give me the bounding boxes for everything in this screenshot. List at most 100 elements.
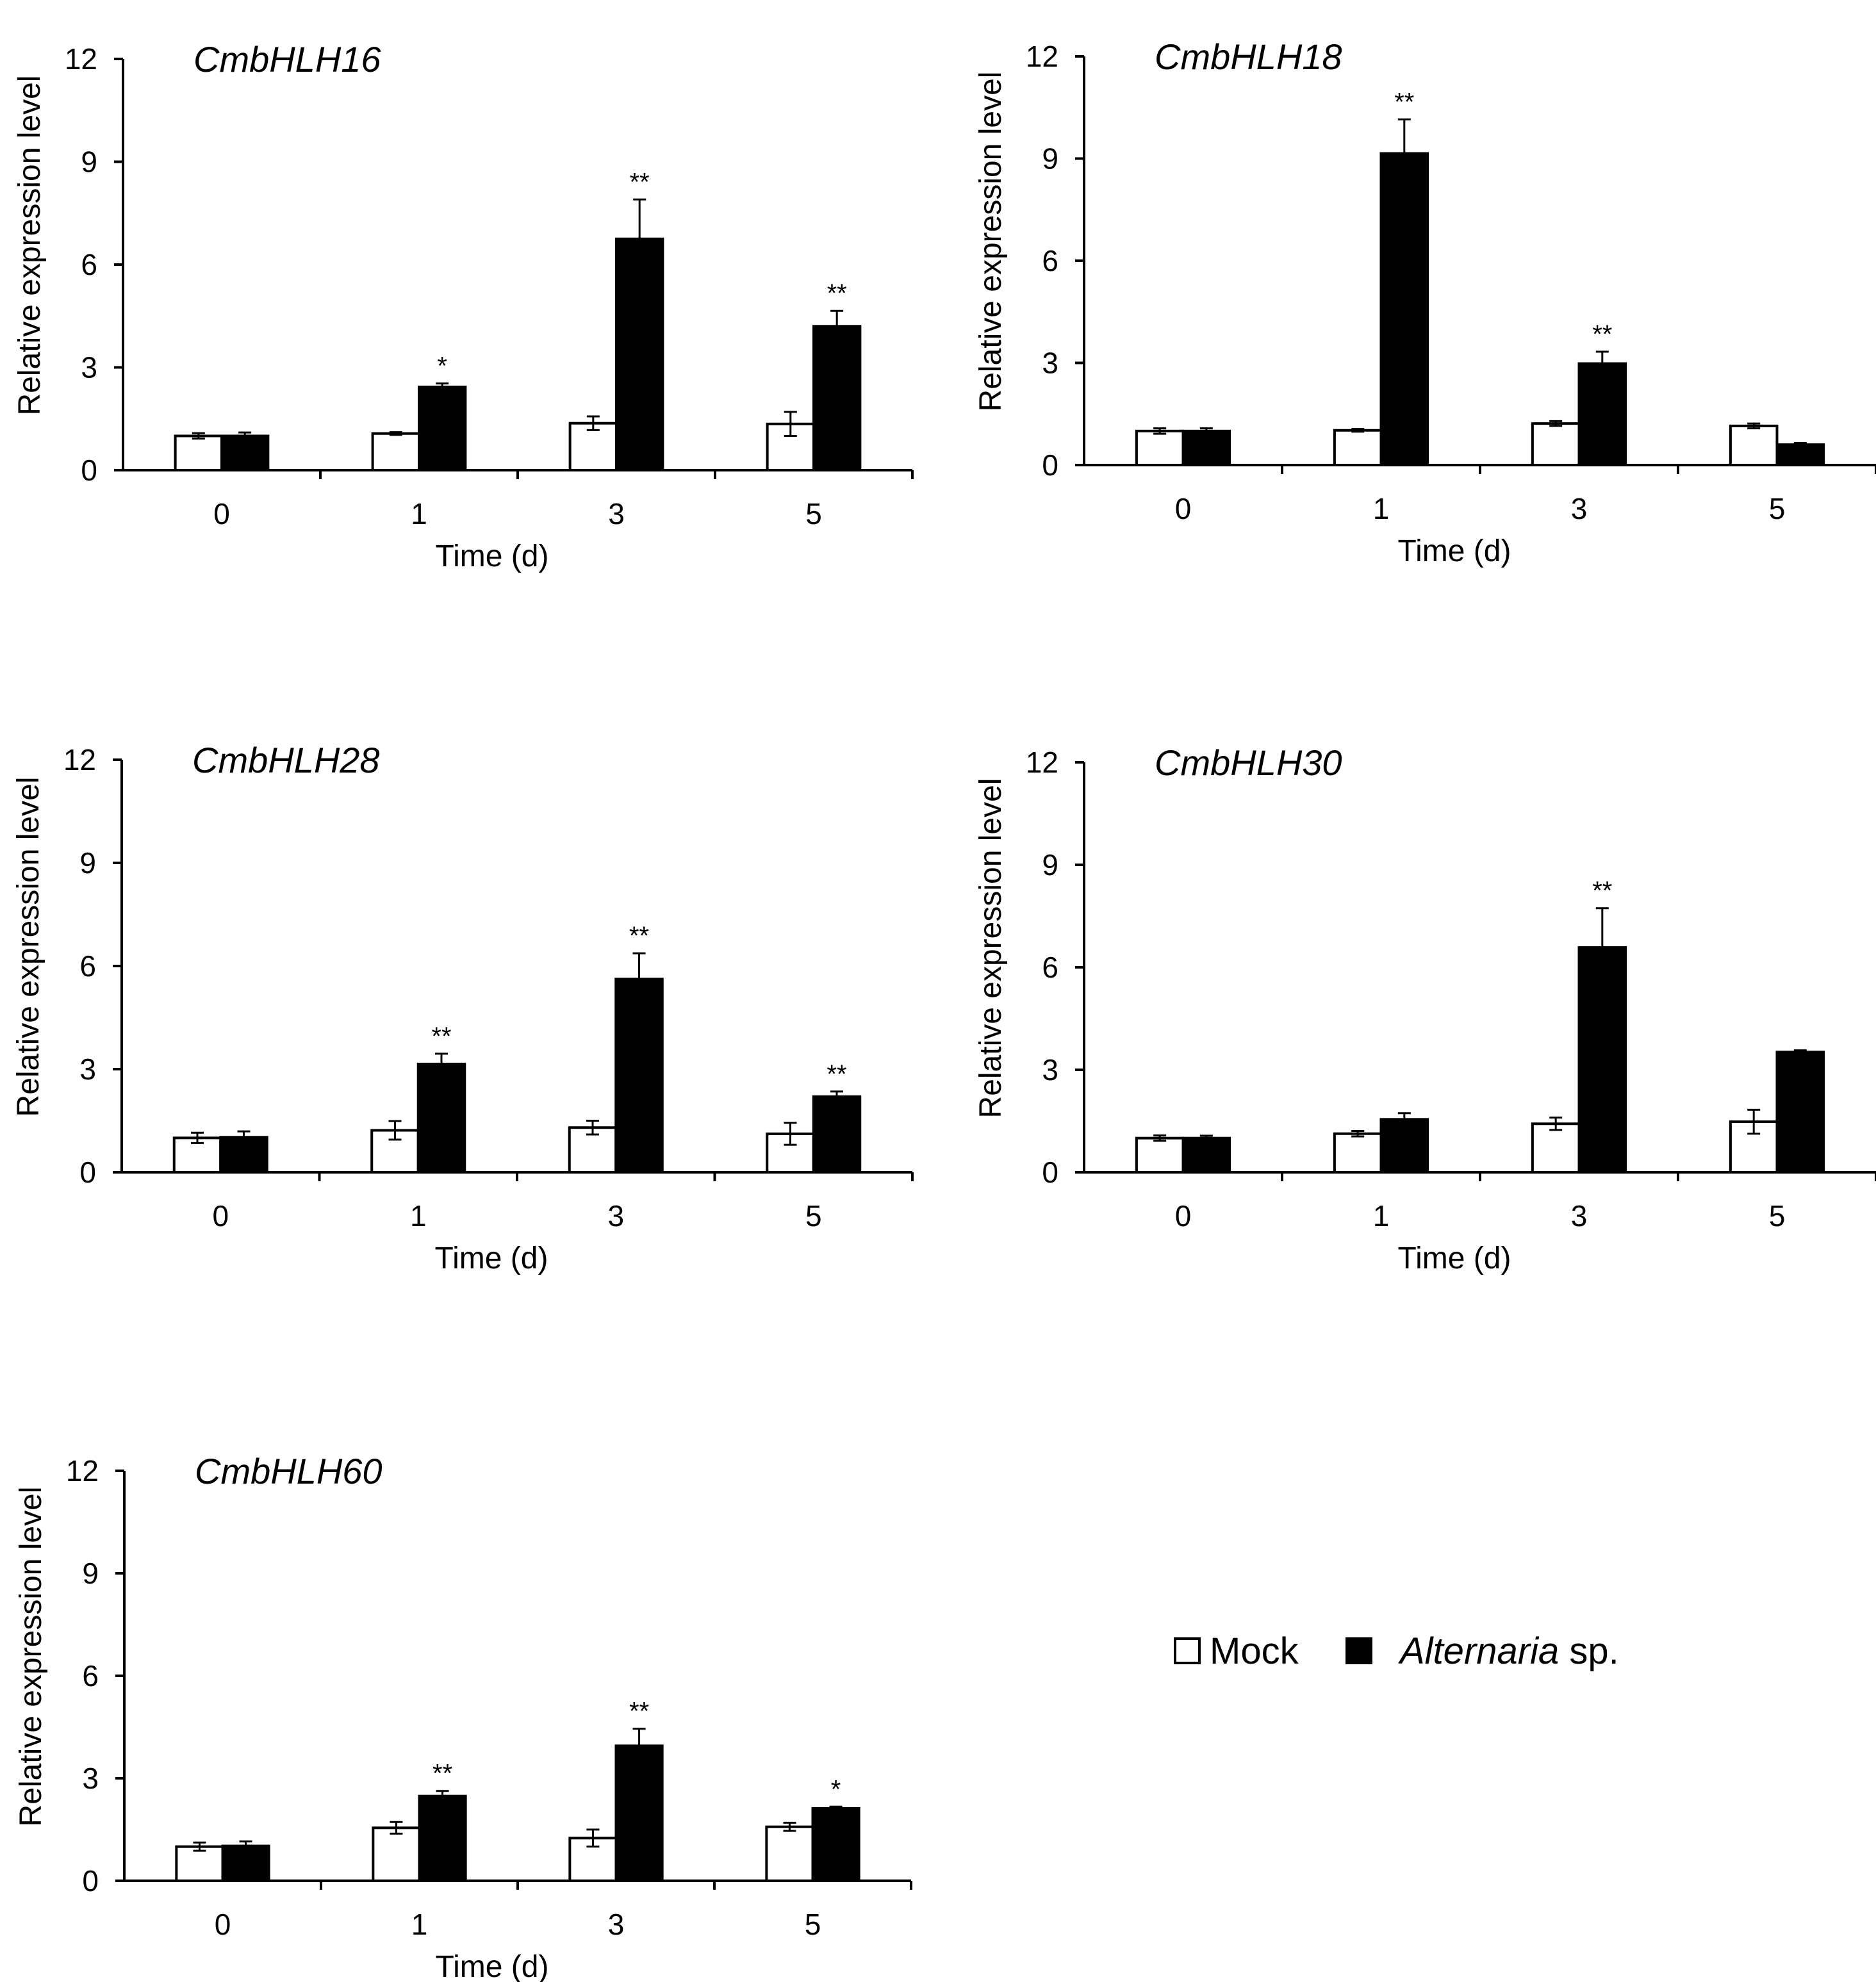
x-axis-title: Time (d) [436,1950,549,1982]
bar-mock [175,1845,224,1883]
y-axis-title: Relative expression level [974,778,1008,1118]
bar-alternaria [811,1806,860,1883]
bar-alternaria [614,978,664,1174]
bar-alternaria [1577,362,1627,467]
y-tick-label: 6 [1042,951,1058,984]
significance-label: ** [827,279,847,307]
x-tick-label: 5 [1769,492,1786,525]
y-tick-label: 0 [81,454,97,487]
y-tick-label: 9 [1042,142,1058,176]
y-tick-label: 9 [1042,848,1058,881]
bar-alternaria [1181,429,1231,466]
chart-title: CmbHLH60 [195,1451,383,1491]
y-tick-label: 9 [82,1557,99,1590]
chart-panels: 0 3 6 9 12 0 * 1 ** 3 ** 5 CmbHLH16 Time (d) Relative … [12,37,1876,1982]
y-tick-label: 6 [1042,244,1058,277]
legend-alternaria-genus: Alternaria [1398,1630,1559,1672]
x-tick-label: 3 [608,497,625,530]
bar-alternaria [1775,1051,1825,1174]
y-axis-title: Relative expression level [974,72,1008,412]
bar-mock [1135,429,1185,466]
bar-alternaria [1577,946,1627,1174]
bar-alternaria [221,1844,270,1883]
y-tick-label: 6 [82,1659,99,1692]
chart-title: CmbHLH18 [1155,37,1342,77]
x-tick-label: 3 [608,1908,625,1941]
legend-mock-swatch [1174,1637,1201,1664]
bar-alternaria [812,1095,862,1174]
y-axis-title: Relative expression level [13,76,47,416]
x-tick-label: 0 [1175,1199,1192,1233]
y-tick-label: 9 [79,846,96,880]
x-tick-label: 5 [805,1199,822,1233]
x-tick-label: 3 [1571,492,1588,525]
y-tick-label: 3 [1042,347,1058,380]
x-tick-label: 0 [215,1908,231,1941]
bar-mock [1531,422,1581,466]
y-tick-label: 12 [63,743,96,776]
legend-alternaria-suffix: sp. [1559,1630,1619,1672]
x-tick-label: 3 [1571,1199,1588,1233]
significance-label: ** [629,922,649,950]
bar-mock [1333,429,1383,467]
bar-alternaria [418,1794,467,1883]
bar-mock [1729,424,1779,467]
chart-cmbhlh18: 0 3 6 9 12 0 ** 1 ** 3 5 CmbHLH18 Time (d) Relative e… [974,37,1876,568]
y-tick-label: 12 [1026,40,1058,73]
bar-alternaria [418,385,467,471]
x-tick-label: 1 [1373,1199,1390,1233]
x-tick-label: 0 [213,497,230,530]
chart-title: CmbHLH30 [1155,742,1342,783]
legend-alternaria-swatch [1345,1637,1372,1664]
bar-mock [372,1826,421,1882]
significance-label: ** [1592,320,1612,348]
y-tick-label: 12 [65,42,97,76]
y-tick-label: 0 [1042,1156,1058,1189]
y-tick-label: 3 [82,1762,99,1795]
bar-mock [371,432,420,472]
bar-alternaria [219,1136,268,1174]
x-tick-label: 0 [212,1199,229,1233]
bar-alternaria [615,237,664,471]
y-tick-label: 3 [81,351,97,384]
significance-label: ** [1394,88,1414,116]
bar-alternaria [1379,152,1429,466]
chart-cmbhlh60: 0 3 6 9 12 0 ** 1 ** 3 * 5 CmbHLH60 Time (d) Relative … [14,1451,912,1982]
x-tick-label: 5 [1769,1199,1786,1233]
chart-cmbhlh30: 0 3 6 9 12 0 1 ** 3 5 CmbHLH30 Time (d) Relative exp… [974,742,1876,1275]
x-tick-label: 1 [411,1908,428,1941]
x-tick-label: 1 [410,1199,427,1233]
y-tick-label: 0 [1042,448,1058,482]
y-tick-label: 3 [1042,1053,1058,1086]
legend: Mock Alternaria sp. [1174,1630,1619,1672]
bar-mock [1135,1136,1185,1174]
significance-label: ** [432,1760,452,1788]
y-tick-label: 6 [79,949,96,983]
y-tick-label: 3 [79,1052,96,1086]
bar-alternaria [1379,1118,1429,1174]
x-axis-title: Time (d) [436,539,549,573]
significance-label: * [437,352,447,381]
bar-alternaria [416,1062,466,1174]
bar-mock [174,434,223,471]
significance-label: ** [431,1022,451,1051]
y-tick-label: 9 [81,145,97,179]
legend-alternaria-label: Alternaria sp. [1398,1630,1619,1672]
x-tick-label: 5 [805,497,822,530]
chart-cmbhlh16: 0 3 6 9 12 0 * 1 ** 3 ** 5 CmbHLH16 Time (d) Relative … [13,39,914,573]
bar-mock [1531,1122,1581,1174]
y-tick-label: 0 [79,1156,96,1189]
chart-title: CmbHLH28 [192,740,380,780]
x-tick-label: 1 [411,497,427,530]
x-axis-title: Time (d) [1398,534,1511,568]
bar-mock [1333,1132,1383,1174]
chart-cmbhlh28: 0 3 6 9 12 0 ** 1 ** 3 ** 5 CmbHLH28 Time (d) Relative… [12,740,914,1275]
y-axis-title: Relative expression level [12,777,45,1117]
bar-alternaria [1775,443,1825,466]
bar-alternaria [812,325,862,471]
x-tick-label: 1 [1373,492,1390,525]
bar-alternaria [220,434,270,471]
x-tick-label: 0 [1175,492,1192,525]
y-axis-title: Relative expression level [14,1487,48,1827]
